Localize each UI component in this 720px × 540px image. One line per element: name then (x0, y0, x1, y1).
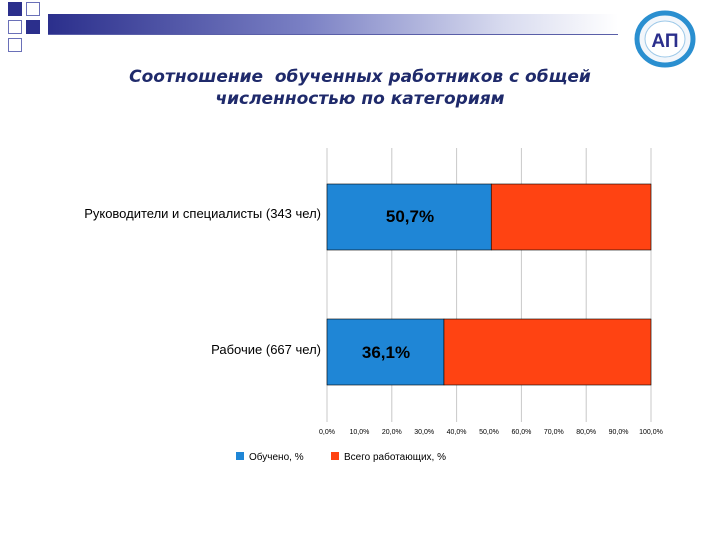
category-label: Руководители и специалисты (343 чел) (84, 206, 321, 221)
legend-swatch (236, 452, 244, 460)
category-label: Рабочие (667 чел) (211, 342, 321, 357)
legend-label: Всего работающих, % (344, 451, 446, 463)
data-label: 36,1% (362, 343, 410, 362)
logo-text: АП (651, 31, 678, 52)
company-logo: АП (634, 10, 696, 68)
tick-label: 10,0% (349, 429, 369, 436)
tick-label: 20,0% (382, 429, 402, 436)
decor-square (8, 2, 22, 16)
tick-label: 80,0% (576, 429, 596, 436)
tick-label: 100,0% (639, 429, 663, 436)
bar-segment (490, 183, 652, 251)
tick-label: 50,0% (479, 429, 499, 436)
header-divider (48, 34, 618, 35)
tick-label: 30,0% (414, 429, 434, 436)
decor-square (26, 2, 40, 16)
title-line-1: Соотношение обученных работников с общей (129, 67, 591, 87)
bar-segment (326, 318, 445, 386)
decor-square (8, 20, 22, 34)
bar-segment (443, 318, 652, 386)
decor-square (26, 20, 40, 34)
decor-square (8, 38, 22, 52)
tick-label: 0,0% (319, 429, 335, 436)
slide-title: Соотношение обученных работников с общей… (30, 66, 690, 110)
tick-label: 70,0% (544, 429, 564, 436)
bar-segment (326, 183, 492, 251)
tick-label: 40,0% (447, 429, 467, 436)
header-band (48, 14, 618, 34)
data-label: 50,7% (386, 207, 434, 226)
legend-swatch (331, 452, 339, 460)
tick-label: 90,0% (609, 429, 629, 436)
tick-label: 60,0% (511, 429, 531, 436)
title-line-2: численностью по категориям (215, 89, 505, 109)
legend-label: Обучено, % (249, 451, 304, 463)
